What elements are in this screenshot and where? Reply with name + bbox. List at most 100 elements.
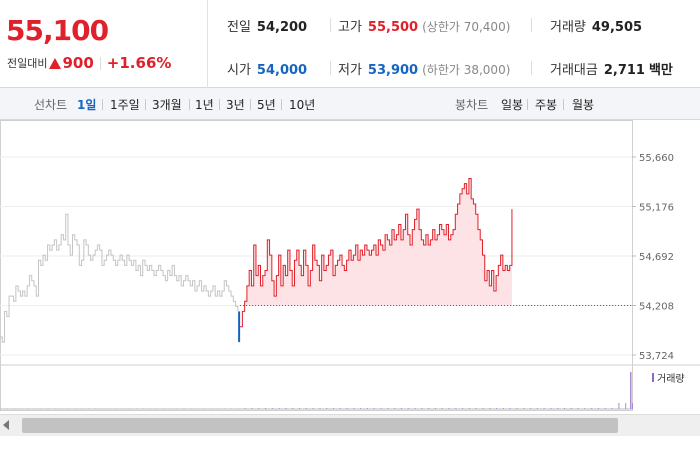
change-label: 전일대비 — [7, 57, 48, 70]
volume-bar — [33, 408, 35, 409]
change-percent: +1.66% — [106, 54, 172, 72]
volume-bar — [156, 408, 158, 409]
volume-bar — [625, 403, 627, 409]
volume-bar — [428, 408, 430, 409]
volume-legend-swatch — [652, 373, 654, 382]
divider — [102, 99, 103, 110]
change-row: 전일대비 900 +1.66% — [7, 54, 171, 72]
stat-prev-close: 전일 54,200 — [227, 16, 307, 35]
volume-bar — [305, 408, 307, 409]
stat-label: 전일 — [227, 20, 251, 35]
volume-bar — [441, 408, 443, 409]
volume-bar — [400, 408, 402, 409]
stat-label: 거래량 — [550, 20, 586, 35]
volume-bar — [197, 408, 199, 409]
volume-bar — [462, 408, 464, 409]
period-3y[interactable]: 3년 — [226, 98, 245, 112]
volume-bar — [387, 408, 389, 409]
divider — [563, 99, 564, 110]
volume-bar — [224, 408, 226, 409]
volume-bar — [502, 408, 504, 409]
candle-monthly[interactable]: 월봉 — [572, 98, 595, 112]
period-10y[interactable]: 10년 — [289, 98, 316, 112]
volume-panel — [0, 372, 633, 409]
divider — [527, 99, 528, 110]
volume-bar — [455, 408, 457, 409]
divider — [531, 18, 532, 32]
scroll-left-arrow-icon[interactable] — [3, 420, 9, 430]
candle-weekly[interactable]: 주봉 — [535, 98, 558, 112]
volume-bar — [217, 408, 219, 409]
volume-bar — [210, 408, 212, 409]
stat-open: 시가 54,000 — [227, 59, 307, 78]
lower-limit: (하한가 38,000) — [422, 63, 511, 77]
volume-bar — [292, 408, 294, 409]
volume-bar — [346, 408, 348, 409]
volume-bar — [380, 408, 382, 409]
divider — [531, 61, 532, 75]
line-chart-label: 선차트 — [34, 98, 68, 112]
scroll-thumb[interactable] — [22, 418, 618, 433]
volume-bar — [550, 408, 552, 409]
divider — [330, 18, 331, 32]
chart-scrollbar[interactable] — [0, 414, 700, 436]
volume-bar — [516, 408, 518, 409]
volume-bar — [74, 408, 76, 409]
volume-bar — [577, 408, 579, 409]
divider — [250, 99, 251, 110]
divider — [189, 99, 190, 110]
volume-bar — [27, 408, 29, 409]
stat-value: 49,505 — [591, 20, 643, 35]
volume-bar — [591, 408, 593, 409]
volume-bar — [530, 408, 532, 409]
period-3m[interactable]: 3개월 — [152, 98, 182, 112]
stat-label: 거래대금 — [550, 63, 598, 78]
volume-bar — [101, 408, 103, 409]
volume-bar — [366, 408, 368, 409]
volume-bar — [231, 408, 233, 409]
change-value: 900 — [62, 54, 94, 72]
volume-bar — [536, 408, 538, 409]
stat-label: 시가 — [227, 63, 251, 78]
volume-bar — [618, 403, 620, 409]
volume-bar — [353, 408, 355, 409]
volume-bar — [251, 408, 253, 409]
period-1y[interactable]: 1년 — [195, 98, 214, 112]
volume-bar — [88, 408, 90, 409]
volume-bar — [149, 408, 151, 409]
volume-bar — [475, 408, 477, 409]
stat-label: 저가 — [338, 63, 362, 78]
volume-bar — [13, 408, 15, 409]
volume-bar — [421, 408, 423, 409]
volume-bar — [604, 408, 606, 409]
volume-bar — [496, 408, 498, 409]
volume-bar — [482, 408, 484, 409]
volume-bar — [40, 408, 42, 409]
volume-bar — [95, 408, 97, 409]
volume-bar — [6, 408, 8, 409]
period-1d[interactable]: 1일 — [77, 98, 97, 112]
volume-bar — [54, 408, 56, 409]
volume-bar — [312, 408, 314, 409]
stat-unit: 백만 — [648, 63, 673, 78]
volume-bar — [373, 408, 375, 409]
volume-bar — [360, 408, 362, 409]
chart-grid — [0, 120, 700, 411]
volume-bar — [448, 408, 450, 409]
volume-bar — [163, 408, 165, 409]
period-1w[interactable]: 1주일 — [110, 98, 140, 112]
volume-bar — [598, 408, 600, 409]
volume-bar — [468, 408, 470, 409]
candle-daily[interactable]: 일봉 — [501, 98, 524, 112]
price-chart[interactable]: 55,660 55,176 54,692 54,208 53,724 거래량 — [0, 120, 700, 414]
period-5y[interactable]: 5년 — [257, 98, 276, 112]
volume-bar — [630, 372, 632, 409]
y-tick-label: 55,176 — [639, 203, 674, 214]
y-axis-ticks: 55,660 55,176 54,692 54,208 53,724 — [639, 153, 674, 362]
upper-limit: (상한가 70,400) — [422, 20, 511, 34]
stat-low: 저가 53,900 (하한가 38,000) — [338, 59, 510, 78]
volume-bar — [299, 408, 301, 409]
volume-bar — [414, 408, 416, 409]
volume-bar — [332, 408, 334, 409]
volume-bar — [135, 408, 137, 409]
